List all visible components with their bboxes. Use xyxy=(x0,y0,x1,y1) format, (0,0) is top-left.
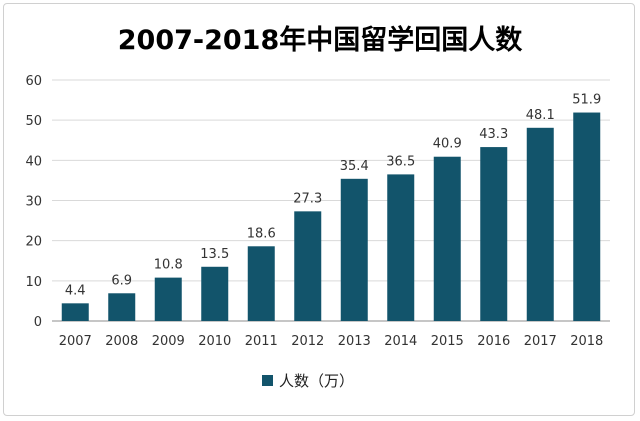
data-labels: 4.4 6.9 10.8 13.5 18.6 27.3 35.4 36.5 40.9 43.3 48… xyxy=(65,93,601,299)
x-tick-label: 2012 xyxy=(291,334,324,349)
y-tick-label: 50 xyxy=(25,114,42,129)
bar xyxy=(480,147,508,321)
x-tick-label: 2010 xyxy=(198,334,231,349)
data-label: 13.5 xyxy=(200,247,229,262)
data-label: 48.1 xyxy=(526,108,555,123)
data-label: 51.9 xyxy=(572,93,601,108)
bar xyxy=(154,277,182,321)
data-label: 18.6 xyxy=(247,226,276,241)
x-tick-label: 2013 xyxy=(338,334,371,349)
y-tick-label: 10 xyxy=(25,275,42,290)
data-label: 40.9 xyxy=(433,137,462,152)
chart-title: 2007-2018年中国留学回国人数 xyxy=(117,25,523,56)
bar xyxy=(526,127,554,321)
bar xyxy=(573,112,601,321)
gridlines xyxy=(52,79,610,322)
bar xyxy=(201,266,229,321)
y-tick-label: 20 xyxy=(25,235,42,250)
bar xyxy=(340,178,368,321)
bar xyxy=(387,174,415,321)
legend-swatch xyxy=(262,375,273,386)
bar xyxy=(61,303,89,321)
x-tick-label: 2018 xyxy=(570,334,603,349)
data-label: 43.3 xyxy=(479,127,508,142)
x-axis-ticks: 2007 2008 2009 2010 2011 2012 2013 2014 2015 2016… xyxy=(59,334,604,349)
y-axis-ticks: 0 10 20 30 40 50 60 xyxy=(25,74,42,330)
x-tick-label: 2015 xyxy=(431,334,464,349)
bars xyxy=(61,112,601,321)
y-tick-label: 60 xyxy=(25,74,42,89)
bar xyxy=(247,246,275,321)
x-tick-label: 2011 xyxy=(245,334,278,349)
bar xyxy=(433,156,461,321)
bar xyxy=(108,293,136,321)
x-tick-label: 2009 xyxy=(152,334,185,349)
x-tick-label: 2007 xyxy=(59,334,92,349)
data-label: 6.9 xyxy=(111,273,132,288)
data-label: 36.5 xyxy=(386,154,415,169)
legend: 人数（万） xyxy=(262,370,354,391)
data-label: 35.4 xyxy=(340,159,369,174)
bar xyxy=(294,211,322,321)
x-tick-label: 2017 xyxy=(524,334,557,349)
x-tick-label: 2008 xyxy=(105,334,138,349)
data-label: 4.4 xyxy=(65,283,86,298)
x-tick-label: 2016 xyxy=(477,334,510,349)
data-label: 27.3 xyxy=(293,191,322,206)
x-tick-label: 2014 xyxy=(384,334,417,349)
legend-label: 人数（万） xyxy=(279,372,355,390)
y-tick-label: 0 xyxy=(34,315,42,330)
y-tick-label: 30 xyxy=(25,195,42,210)
y-tick-label: 40 xyxy=(25,154,42,169)
data-label: 10.8 xyxy=(154,258,183,273)
